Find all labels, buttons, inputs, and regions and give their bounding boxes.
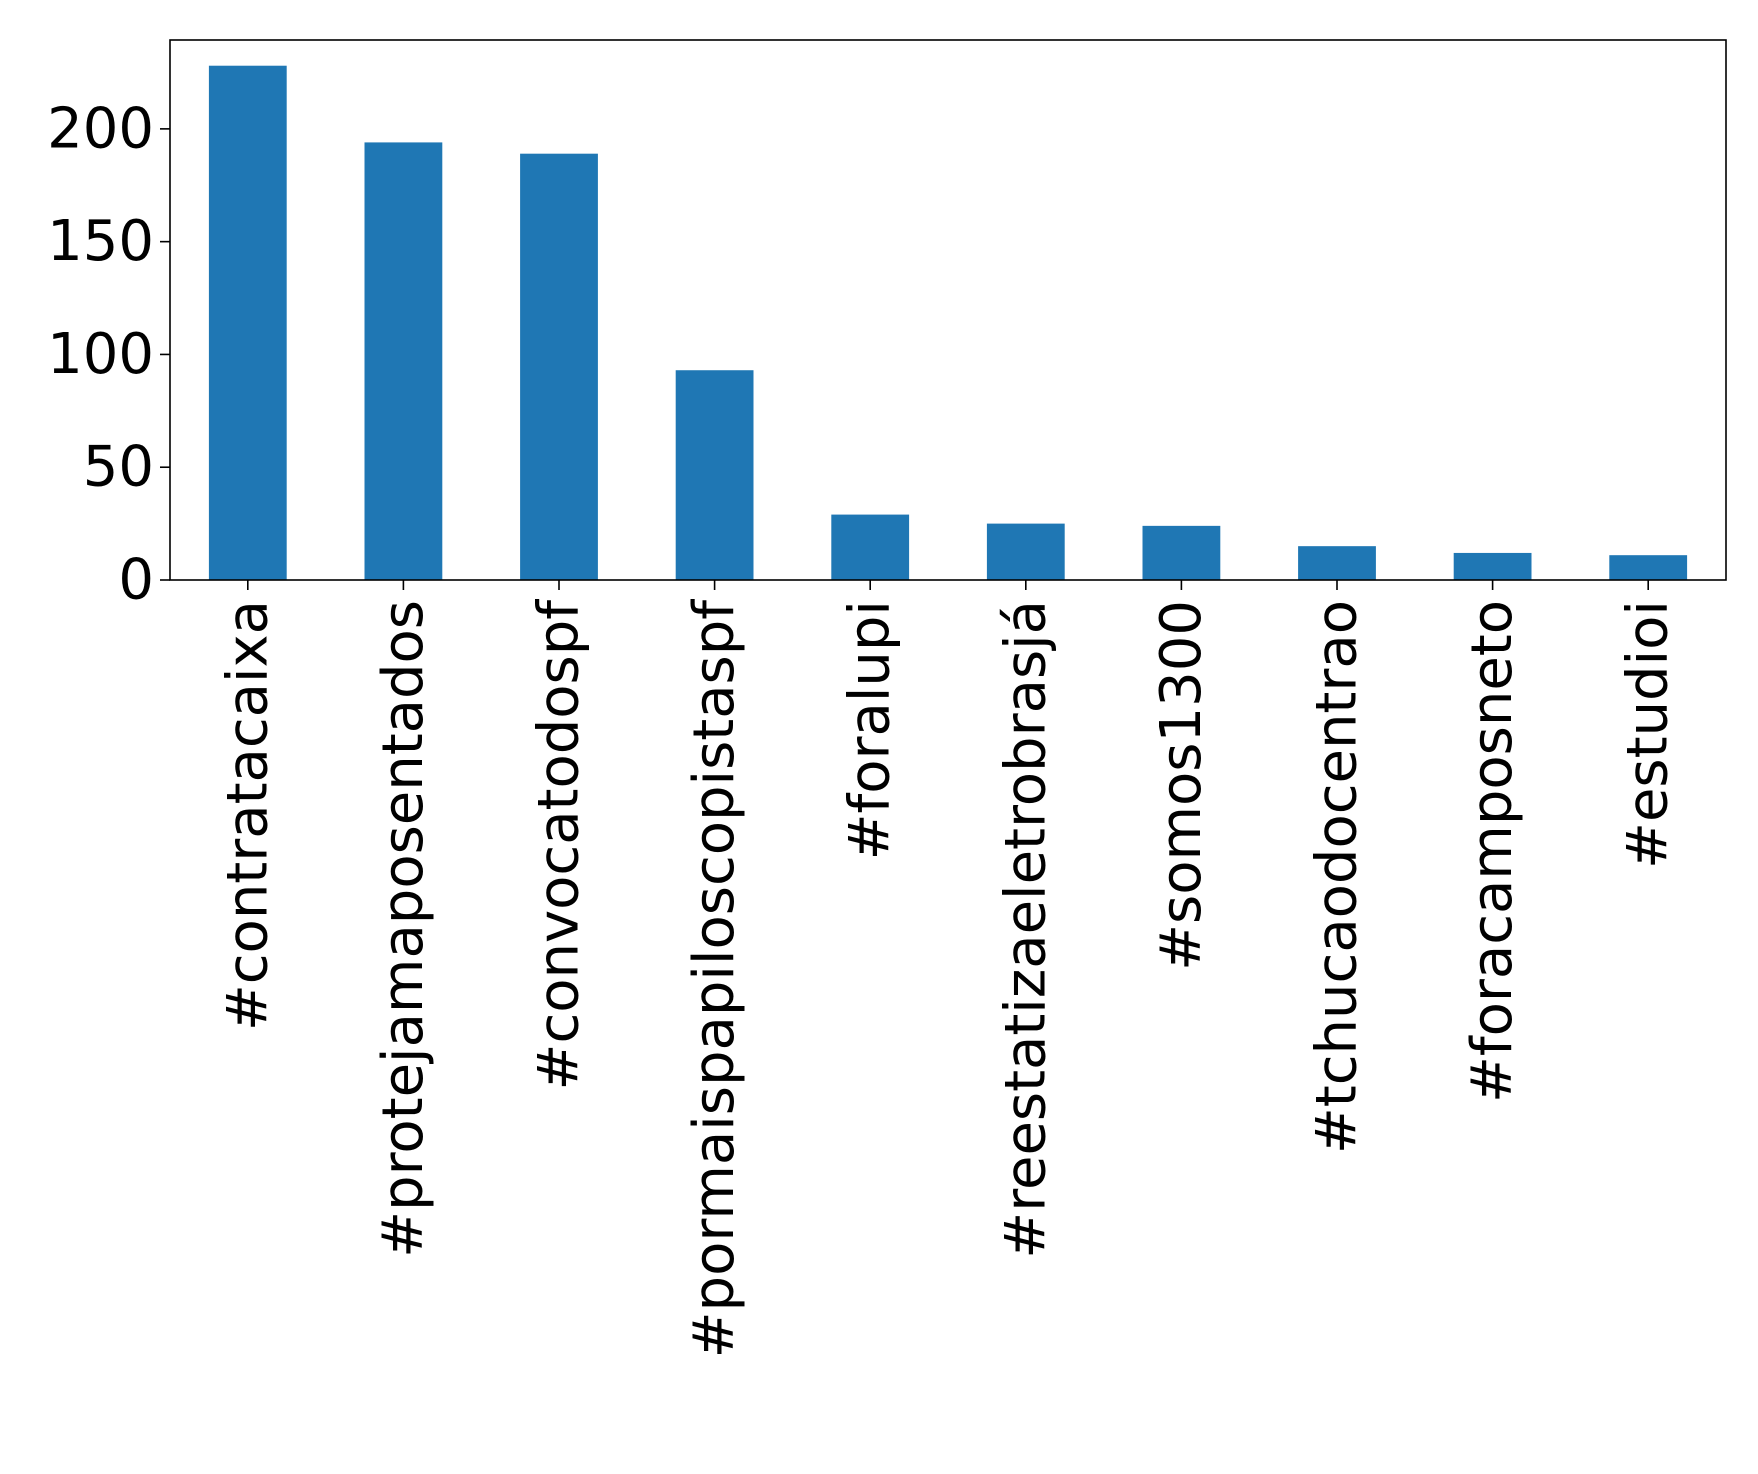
bar-2 [520,153,598,580]
y-tick-label-4: 200 [47,96,154,161]
bar-8 [1453,552,1532,580]
y-tick-label-1: 50 [83,435,154,500]
bar-6 [1142,525,1221,580]
x-tick-label-5: #reestatizaeletrobrasjá [993,600,1058,1259]
y-tick-label-0: 0 [118,548,154,613]
x-tick-label-6: #somos1300 [1149,600,1214,971]
x-tick-label-7: #tchucaodocentrao [1305,600,1370,1154]
bar-3 [675,370,754,580]
y-tick-label-3: 150 [47,209,154,274]
bar-1 [364,142,443,581]
y-axis: 0 50 100 150 200 [47,96,170,613]
x-tick-label-0: #contratacaixa [215,600,280,1031]
bar-7 [1298,546,1376,580]
x-tick-label-1: #protejamaposentados [371,600,436,1258]
bar-0 [208,65,287,580]
plot-frame [169,39,1727,581]
bar-9 [1609,555,1688,580]
x-tick-label-9: #estudioi [1616,600,1681,869]
x-tick-label-2: #convocatodospf [527,599,592,1091]
bar-5 [986,523,1065,580]
x-tick-label-3: #pormaispapiloscopistaspf [682,599,747,1359]
x-tick-label-8: #foracamposneto [1460,600,1525,1103]
bars-group [208,65,1688,581]
x-tick-label-4: #foralupi [838,600,903,860]
y-tick-label-2: 100 [47,322,154,387]
bar-4 [831,514,910,580]
x-axis: #contratacaixa #protejamaposentados #convo… [215,580,1681,1359]
